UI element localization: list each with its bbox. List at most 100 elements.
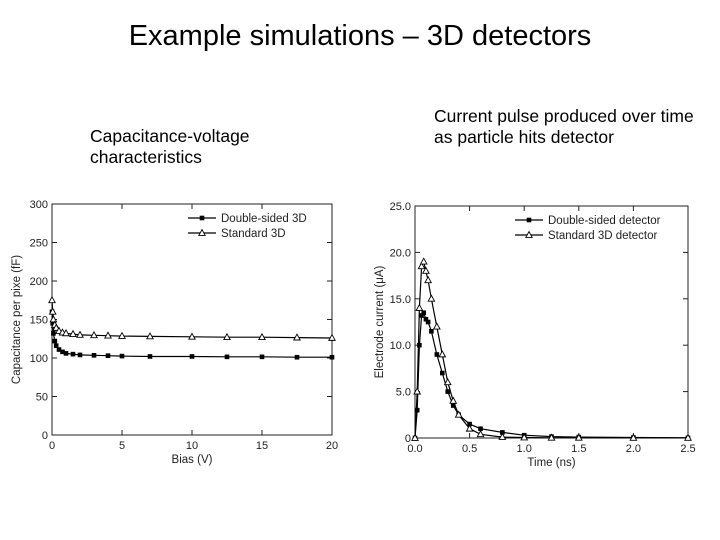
cv-series-2 xyxy=(48,295,336,341)
cv-data-point xyxy=(77,352,83,358)
pulse-data-point xyxy=(478,426,483,432)
cv-data-point xyxy=(146,332,154,340)
pulse-legend-label: Double-sided detector xyxy=(548,215,661,227)
pulse-data-point xyxy=(413,387,422,395)
pulse-x-tick-label: 0.5 xyxy=(462,443,477,455)
cv-data-point xyxy=(62,329,70,337)
pulse-x-tick-label: 2.0 xyxy=(626,443,641,455)
cv-data-point xyxy=(53,343,59,348)
pulse-data-point xyxy=(432,322,441,330)
cv-data-point xyxy=(119,353,125,359)
cv-y-tick-label: 50 xyxy=(36,392,48,404)
cv-data-point xyxy=(51,331,56,336)
pulse-data-point xyxy=(454,410,463,418)
pulse-data-point xyxy=(449,396,458,404)
cv-data-point xyxy=(224,354,230,360)
pulse-data-point xyxy=(417,261,426,270)
cv-data-point xyxy=(328,333,336,341)
cv-data-point xyxy=(90,330,98,339)
pulse-data-point xyxy=(424,275,433,284)
pulse-data-point xyxy=(520,433,529,441)
cv-data-point xyxy=(329,354,335,360)
pulse-data-point xyxy=(547,433,556,441)
pulse-x-tick-label: 1.0 xyxy=(517,443,532,455)
pulse-data-point xyxy=(450,403,456,408)
cv-data-point xyxy=(258,332,266,341)
pulse-data-point xyxy=(684,433,692,441)
cv-series-1 xyxy=(49,309,335,360)
cv-data-point xyxy=(52,338,58,344)
cv-data-point xyxy=(105,353,111,358)
cv-data-point xyxy=(147,354,153,359)
pulse-plot-frame xyxy=(414,205,689,439)
pulse-data-point xyxy=(445,389,451,394)
pulse-legend-marker xyxy=(525,230,533,238)
pulse-data-point xyxy=(476,429,485,438)
pulse-data-point xyxy=(438,350,447,358)
pulse-data-point xyxy=(498,432,507,440)
cv-data-point xyxy=(56,347,62,352)
pulse-data-point xyxy=(427,294,436,302)
cv-data-point xyxy=(293,333,301,341)
pulse-y-tick-label: 5.0 xyxy=(396,387,411,399)
cv-y-tick-label: 150 xyxy=(30,315,48,327)
pulse-data-point xyxy=(429,328,434,334)
cv-data-point xyxy=(294,354,300,360)
pulse-series-2 xyxy=(411,257,692,441)
cv-x-tick-label: 20 xyxy=(326,440,338,452)
cv-x-tick-label: 10 xyxy=(186,440,198,452)
pulse-data-point xyxy=(425,319,431,325)
pulse-legend-marker xyxy=(526,217,532,223)
pulse-legend-label: Standard 3D detector xyxy=(548,230,657,242)
pulse-y-tick-label: 15.0 xyxy=(390,294,411,306)
left-caption: Capacitance-voltage characteristics xyxy=(90,126,250,167)
cv-data-point xyxy=(70,351,76,357)
cv-data-point xyxy=(118,331,126,339)
cv-plot-frame xyxy=(51,203,333,436)
pulse-data-point xyxy=(417,342,422,348)
pulse-data-point xyxy=(419,313,424,318)
cv-data-point xyxy=(76,330,84,338)
pulse-y-tick-label: 10.0 xyxy=(390,340,411,352)
cv-x-tick-label: 5 xyxy=(119,440,125,452)
right-caption: Current pulse produced over time as part… xyxy=(434,106,694,147)
pulse-x-axis-label: Time (ns) xyxy=(527,457,575,469)
pulse-data-point xyxy=(440,370,445,376)
pulse-data-point xyxy=(421,310,427,316)
cv-y-tick-label: 0 xyxy=(42,430,48,442)
pulse-data-point xyxy=(500,430,505,435)
cv-data-point xyxy=(189,354,195,359)
slide-title: Example simulations – 3D detectors xyxy=(128,20,592,52)
cv-y-tick-label: 200 xyxy=(30,276,48,288)
cv-data-point xyxy=(259,354,265,360)
pulse-data-point xyxy=(411,433,419,441)
cv-data-point xyxy=(63,351,69,356)
pulse-x-tick-label: 1.5 xyxy=(571,443,586,455)
pulse-data-point xyxy=(574,433,583,441)
pulse-data-point xyxy=(465,424,474,432)
pulse-data-point xyxy=(414,407,420,413)
cv-data-point xyxy=(104,331,112,339)
cv-y-tick-label: 250 xyxy=(30,238,48,250)
cv-data-point xyxy=(188,332,196,340)
pulse-data-point xyxy=(629,433,638,441)
cv-x-axis-label: Bias (V) xyxy=(172,454,213,466)
cv-y-tick-label: 100 xyxy=(30,353,48,365)
pulse-data-point xyxy=(434,352,440,357)
pulse-data-point xyxy=(467,421,472,427)
cv-legend-label: Double-sided 3D xyxy=(221,213,307,225)
cv-y-axis-label: Capacitance per pixe (fF) xyxy=(11,255,23,384)
pulse-x-tick-label: 0.0 xyxy=(407,443,422,455)
current-pulse-chart: 0.0 0.5 1.0 1.5 2.0 2.5 0 5.0 10.0 15.0 20.0 25.0 Ti… xyxy=(374,201,696,469)
cv-x-tick-label: 15 xyxy=(256,440,268,452)
cv-data-point xyxy=(69,329,77,337)
cv-data-point xyxy=(48,295,56,304)
pulse-data-point xyxy=(421,266,430,274)
pulse-x-tick-label: 2.5 xyxy=(680,443,695,455)
cv-x-tick-label: 0 xyxy=(49,440,55,452)
pulse-data-point xyxy=(443,377,452,386)
cv-y-tick-label: 300 xyxy=(30,199,48,211)
cv-data-point xyxy=(49,315,58,323)
cv-data-point xyxy=(50,321,55,326)
cv-legend-marker xyxy=(198,228,206,236)
